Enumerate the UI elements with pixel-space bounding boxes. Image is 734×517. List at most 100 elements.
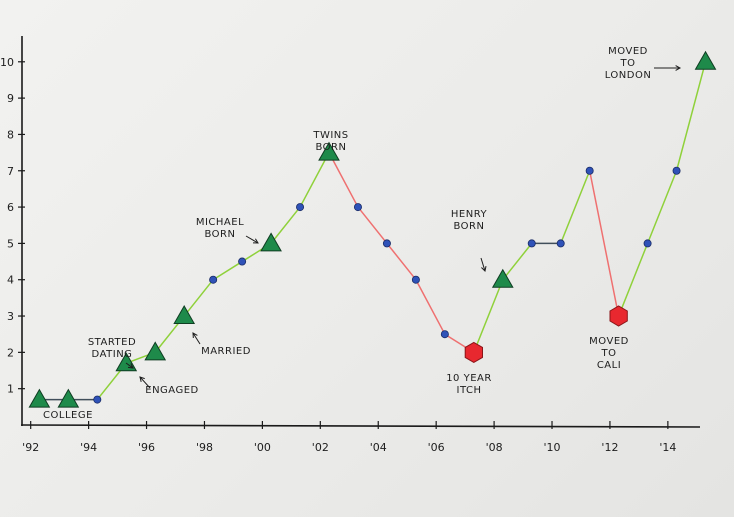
annotation-arrow bbox=[139, 376, 151, 389]
y-tick-label: 2 bbox=[7, 346, 14, 359]
x-axis-line bbox=[20, 424, 701, 428]
hexagon-marker bbox=[609, 305, 628, 327]
triangle-marker bbox=[144, 341, 167, 361]
y-tick-label: 5 bbox=[7, 237, 14, 250]
segment-down bbox=[415, 278, 446, 335]
annotation-moved-to-cali: MOVED TO CALI bbox=[589, 336, 629, 371]
annotation-married: MARRIED bbox=[201, 346, 251, 357]
segment-down bbox=[357, 206, 388, 245]
annotation-line: BORN bbox=[205, 229, 236, 240]
annotation-line: ITCH bbox=[457, 385, 482, 396]
dot-marker bbox=[382, 239, 391, 248]
triangle-marker bbox=[260, 232, 282, 252]
annotation-arrowhead bbox=[252, 238, 259, 244]
triangle-marker bbox=[318, 141, 340, 161]
annotation-college: COLLEGE bbox=[43, 410, 93, 421]
annotation-line: HENRY bbox=[451, 209, 488, 220]
segment-down bbox=[328, 151, 359, 208]
annotation-line: 10 YEAR bbox=[446, 373, 492, 384]
segment-up bbox=[502, 242, 533, 281]
dot-marker bbox=[585, 166, 594, 175]
x-tick-label: '98 bbox=[196, 441, 213, 454]
annotation-arrow bbox=[125, 362, 134, 369]
annotation-henry-born: HENRY BORN bbox=[451, 209, 488, 232]
markers bbox=[28, 50, 717, 408]
segment-up bbox=[183, 278, 214, 317]
annotation-line: BORN bbox=[316, 142, 347, 153]
segment-up bbox=[270, 206, 301, 245]
dot-marker bbox=[643, 239, 652, 248]
y-tick-label: 10 bbox=[0, 56, 14, 69]
annotation-line: CALI bbox=[597, 360, 621, 371]
annotation-line: BORN bbox=[454, 221, 485, 232]
annotation-arrowhead bbox=[675, 65, 682, 71]
annotation-arrowhead bbox=[139, 376, 145, 382]
segment-down bbox=[386, 242, 417, 281]
annotations: COLLEGE STARTED DATING ENGAGED MARRIED MICHAE… bbox=[43, 46, 682, 421]
segment-up bbox=[212, 260, 243, 281]
annotation-ten-year-itch: 10 YEAR ITCH bbox=[446, 373, 492, 396]
annotation-line: MOVED bbox=[608, 46, 648, 57]
annotation-arrowhead bbox=[127, 363, 134, 369]
x-tick-label: '06 bbox=[428, 441, 445, 454]
triangle-marker bbox=[491, 268, 514, 288]
x-tick-label: '92 bbox=[22, 441, 39, 454]
annotation-arrowhead bbox=[192, 332, 198, 339]
y-tick-label: 6 bbox=[7, 201, 14, 214]
annotation-line: LONDON bbox=[605, 70, 652, 81]
annotation-started-dating: STARTED DATING bbox=[88, 337, 136, 360]
x-tick-label: '10 bbox=[544, 441, 561, 454]
segment-up bbox=[299, 151, 330, 208]
annotation-line: MICHAEL bbox=[196, 217, 244, 228]
dot-marker bbox=[556, 239, 565, 248]
segment-up bbox=[559, 170, 591, 245]
y-tick-label: 3 bbox=[7, 310, 14, 323]
annotation-line: STARTED bbox=[88, 337, 136, 348]
annotation-line: DATING bbox=[92, 349, 133, 360]
x-tick-label: '14 bbox=[659, 441, 676, 454]
annotation-line: ENGAGED bbox=[145, 385, 198, 396]
triangle-marker bbox=[28, 388, 51, 408]
annotation-line: MARRIED bbox=[201, 346, 251, 357]
annotation-moved-to-london: MOVED TO LONDON bbox=[605, 46, 652, 81]
hexagon-marker bbox=[464, 341, 483, 363]
x-tick-label: '02 bbox=[312, 441, 329, 454]
x-tick-label: '94 bbox=[80, 441, 97, 454]
dot-marker bbox=[411, 275, 420, 284]
x-tick-label: '04 bbox=[370, 441, 387, 454]
dot-marker bbox=[296, 203, 305, 212]
axes: 1 2 3 4 5 6 7 8 9 10 '92 '94 '96 '98 '00 '02 '04 '06 '08 '1… bbox=[0, 36, 701, 454]
annotation-arrowhead bbox=[481, 266, 487, 272]
annotation-arrow bbox=[245, 235, 259, 244]
annotation-line: TO bbox=[620, 58, 636, 69]
annotation-twins-born: TWINS BORN bbox=[312, 130, 348, 153]
annotation-michael-born: MICHAEL BORN bbox=[196, 217, 244, 240]
y-tick-label: 9 bbox=[7, 92, 14, 105]
x-tick-label: '08 bbox=[486, 441, 503, 454]
dot-marker bbox=[93, 395, 102, 404]
y-tick-label: 1 bbox=[7, 383, 14, 396]
segment-up bbox=[646, 170, 678, 245]
annotation-arrow bbox=[192, 332, 201, 345]
y-tick-label: 8 bbox=[7, 128, 14, 141]
dot-marker bbox=[672, 166, 681, 175]
dot-marker bbox=[527, 239, 536, 248]
dot-marker bbox=[353, 203, 362, 212]
annotation-line: MOVED bbox=[589, 336, 629, 347]
x-tick-label: '12 bbox=[601, 441, 618, 454]
annotation-arrow bbox=[480, 257, 486, 272]
dot-marker bbox=[238, 257, 247, 266]
segment-up bbox=[473, 278, 504, 354]
y-tick-label: 7 bbox=[7, 165, 14, 178]
x-tick-label: '00 bbox=[254, 441, 271, 454]
triangle-marker bbox=[173, 305, 196, 325]
y-tick-label: 4 bbox=[7, 274, 14, 287]
segment-up bbox=[617, 242, 649, 317]
x-tick-label: '96 bbox=[138, 441, 155, 454]
annotation-line: TO bbox=[601, 348, 617, 359]
annotation-line: COLLEGE bbox=[43, 410, 93, 421]
segment-down bbox=[588, 170, 620, 317]
dot-marker bbox=[440, 330, 449, 339]
segment-up bbox=[675, 61, 707, 172]
